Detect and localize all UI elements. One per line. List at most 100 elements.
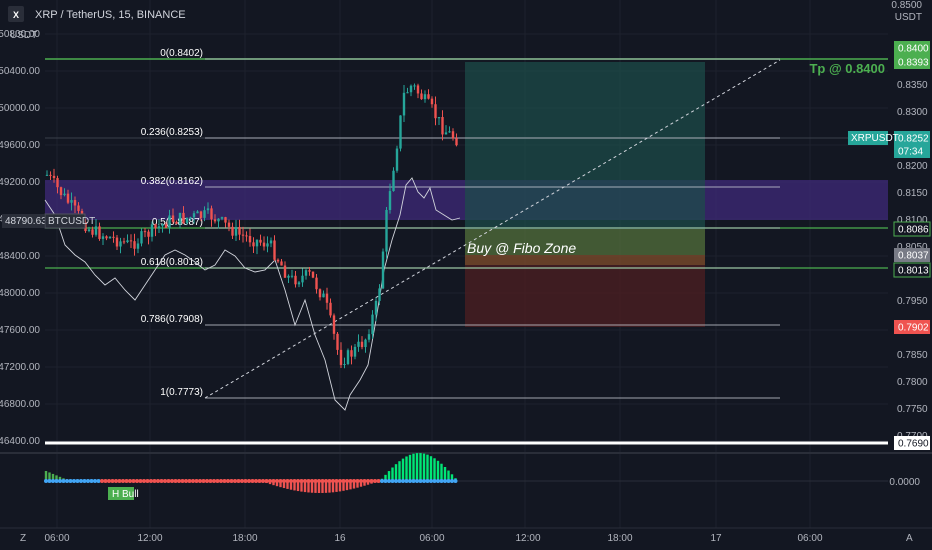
price-tag-stop: 0.7902 <box>898 323 929 334</box>
entry-zone-lower[interactable] <box>465 255 705 265</box>
indicator-dot <box>408 479 412 483</box>
candle-body <box>133 241 136 249</box>
indicator-dot <box>142 479 146 483</box>
indicator-dot <box>289 479 293 483</box>
candle-body <box>332 315 336 334</box>
candle-body <box>234 227 238 236</box>
candle-body <box>395 148 399 171</box>
candle-body <box>105 236 108 239</box>
symbol-tag: XRPUSDT <box>851 133 899 144</box>
svg-text:X: X <box>13 10 19 20</box>
candle-body <box>325 293 329 303</box>
indicator-bar <box>391 467 394 481</box>
candle-body <box>203 210 206 218</box>
indicator-bar <box>359 481 363 487</box>
indicator-dot <box>72 479 76 483</box>
price-tag-stop-bg <box>894 320 930 334</box>
h-bull-badge-bg <box>108 487 134 500</box>
indicator-bar <box>282 481 286 489</box>
indicator-dot <box>348 479 353 483</box>
chart-header: X XRP / TetherUS, 15, BINANCE USDT USDT … <box>8 0 922 41</box>
buy-annotation[interactable]: Buy @ Fibo Zone <box>467 240 576 256</box>
indicator-bar <box>317 481 321 493</box>
indicator-bar <box>303 481 307 493</box>
indicator-dot <box>163 479 167 483</box>
indicator-bar <box>307 481 310 493</box>
candle-body <box>49 174 52 176</box>
indicator-pane[interactable] <box>44 453 888 493</box>
candle-body <box>381 251 385 289</box>
symbol-title[interactable]: XRP / TetherUS, 15, BINANCE <box>35 9 186 21</box>
candle-body <box>301 275 304 283</box>
indicator-dot <box>383 479 388 483</box>
candle-body <box>455 138 458 146</box>
time-axis-label: 18:00 <box>607 533 632 544</box>
indicator-dot <box>222 479 227 483</box>
right-axis-tick: 0.8300 <box>897 107 928 118</box>
candle-body <box>399 115 402 149</box>
candle-body <box>98 226 101 239</box>
tp-annotation[interactable]: Tp @ 0.8400 <box>809 61 885 76</box>
indicator-dot <box>264 479 269 483</box>
candle-body <box>56 178 59 188</box>
indicator-dot <box>173 479 178 483</box>
indicator-dot <box>191 479 195 483</box>
indicator-dot <box>439 479 444 483</box>
candlestick-series <box>45 83 458 369</box>
right-axis-tick: 0.7950 <box>897 296 928 307</box>
price-tag-fib-0-bg <box>894 55 930 69</box>
indicator-dot <box>54 479 59 483</box>
candle-body <box>360 341 364 348</box>
price-tag-entry-low: 0.8013 <box>898 266 929 277</box>
candle-body <box>451 131 455 139</box>
indicator-dot <box>404 479 409 483</box>
indicator-bar <box>58 476 62 481</box>
candle-body <box>364 339 367 348</box>
indicator-dot <box>79 479 83 483</box>
indicator-dot <box>373 479 377 483</box>
fib-label: 0.382(0.8162) <box>141 176 203 187</box>
candle-body <box>108 236 112 239</box>
auto-scale-icon[interactable]: A <box>906 533 913 544</box>
candle-body <box>101 236 105 239</box>
candle-body <box>164 224 168 229</box>
right-top-price: 0.8500 <box>891 0 922 11</box>
candle-body <box>434 104 437 119</box>
price-tag-tp-level: 0.8400 <box>898 44 929 55</box>
left-axis-tick: 49200.00 <box>0 177 40 188</box>
entry-zone[interactable] <box>465 229 705 255</box>
indicator-dot <box>292 479 297 483</box>
left-axis-tick: 50000.00 <box>0 103 40 114</box>
price-tag-entry-low-bg <box>893 262 931 278</box>
candle-body <box>441 117 444 135</box>
indicator-dot <box>446 479 451 483</box>
indicator-bar <box>321 481 324 493</box>
stop-loss-zone[interactable] <box>465 265 705 327</box>
candle-body <box>430 98 434 105</box>
candle-body <box>339 349 343 365</box>
indicator-dot <box>114 479 118 483</box>
indicator-dot <box>306 479 311 483</box>
indicator-dot <box>205 479 209 483</box>
indicator-bar <box>443 467 447 481</box>
price-tag-countdown-bg <box>894 144 930 158</box>
right-axis-tick: 0.8150 <box>897 188 928 199</box>
candle-body <box>199 211 203 218</box>
indicator-dot <box>310 479 314 483</box>
candle-body <box>171 215 175 222</box>
fib-label: 0(0.8402) <box>160 48 203 59</box>
candle-body <box>210 208 213 220</box>
indicator-dot <box>271 479 276 483</box>
time-axis[interactable]: 06:00 12:00 18:00 16 06:00 12:00 18:00 17 06:00 <box>44 533 822 544</box>
candle-body <box>70 200 73 203</box>
zoom-z-icon[interactable]: Z <box>20 533 26 544</box>
right-axis-tick: 0.8100 <box>897 215 928 226</box>
indicator-dot <box>75 479 80 483</box>
indicator-dot <box>317 479 321 483</box>
take-profit-zone[interactable] <box>465 62 705 229</box>
price-tag-support: 0.7690 <box>898 439 929 450</box>
indicator-dot <box>443 479 447 483</box>
candle-body <box>315 277 318 290</box>
indicator-bar <box>296 481 300 492</box>
